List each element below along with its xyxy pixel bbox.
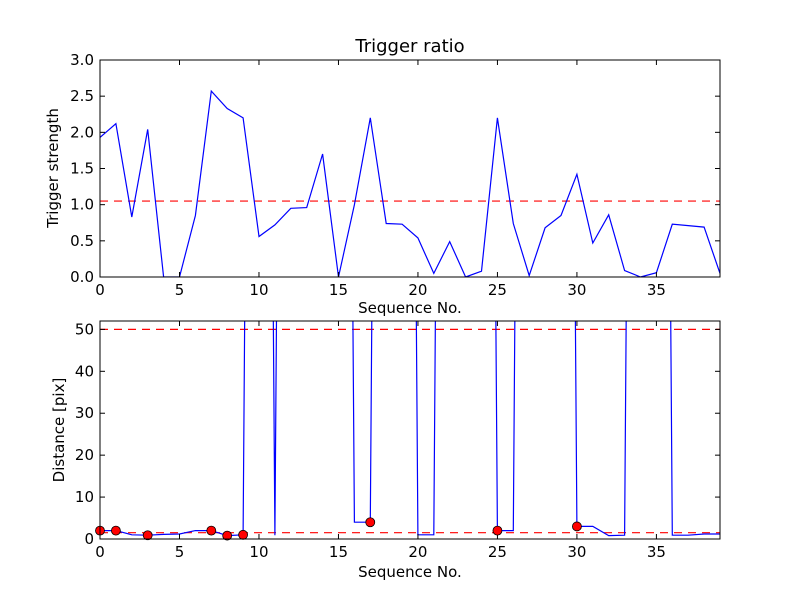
x-axis-label: Sequence No. [358, 299, 462, 317]
y-axis-label: Trigger strength [44, 108, 62, 229]
y-tick-label: 1.5 [70, 160, 94, 178]
data-group [100, 321, 720, 537]
y-tick-label: 1.0 [70, 196, 94, 214]
y-tick-label: 2.5 [70, 87, 94, 105]
y-tick-label: 3.0 [70, 51, 94, 69]
x-tick-label: 0 [95, 543, 105, 561]
y-tick-label: 2.0 [70, 123, 94, 141]
data-point-marker [206, 525, 217, 536]
distance-panel: Sequence No. Distance [pix] 0 5 10 15 20 25 30… [50, 320, 721, 581]
x-tick-label: 20 [408, 543, 427, 561]
x-tick-label: 20 [408, 281, 427, 299]
plot-frame [99, 59, 721, 278]
y-tick-label: 40 [75, 362, 94, 380]
y-tick-label: 30 [75, 404, 94, 422]
y-tick-label: 0.5 [70, 232, 94, 250]
x-tick-label: 5 [175, 281, 185, 299]
data-point-marker [222, 530, 233, 541]
x-tick-label: 10 [249, 543, 268, 561]
series-line [100, 321, 720, 537]
x-tick-label: 25 [488, 281, 507, 299]
x-tick-label: 0 [95, 281, 105, 299]
x-axis-label: Sequence No. [358, 563, 462, 581]
y-tick-label: 0.0 [70, 268, 94, 286]
chart-title: Trigger ratio [354, 36, 464, 57]
trigger-ratio-panel: Trigger ratio Sequence No. Trigger stren… [44, 36, 721, 317]
x-tick-label: 5 [175, 543, 185, 561]
x-tick-label: 35 [647, 281, 666, 299]
plot-area: 0 5 10 15 20 25 30 35 0.0 0.5 1.0 1.5 2.0 2.5 3.0 [70, 51, 720, 299]
y-tick-label: 0 [84, 530, 94, 548]
x-tick-label: 30 [567, 543, 586, 561]
data-point-marker [238, 529, 248, 540]
x-tick-label: 15 [329, 281, 348, 299]
x-tick-label: 25 [488, 543, 507, 561]
plot-frame [99, 320, 721, 540]
data-group [100, 89, 720, 277]
data-point-marker [492, 525, 503, 536]
y-tick-label: 10 [75, 488, 94, 506]
y-tick-label: 50 [75, 320, 94, 338]
y-tick-label: 20 [75, 446, 94, 464]
plot-area: 0 5 10 15 20 25 30 35 0 10 20 30 40 50 [75, 320, 720, 561]
data-point-marker [572, 521, 582, 532]
x-tick-label: 30 [567, 281, 586, 299]
data-point-marker [110, 525, 121, 536]
x-tick-label: 15 [329, 543, 348, 561]
x-tick-label: 10 [249, 281, 268, 299]
y-axis-label: Distance [pix] [50, 378, 68, 483]
series-line [100, 89, 720, 277]
data-point-marker [142, 530, 153, 541]
data-point-marker [365, 517, 376, 528]
x-tick-label: 35 [647, 543, 666, 561]
